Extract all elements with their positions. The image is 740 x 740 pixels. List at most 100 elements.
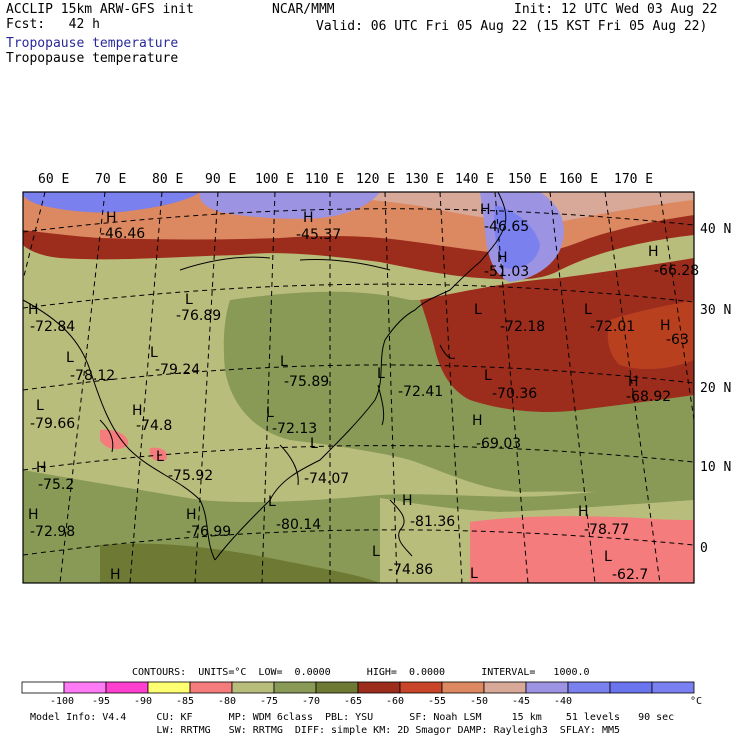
extremum-value: -78.77 (584, 522, 629, 538)
color-bar (21, 681, 695, 694)
longitude-label: 90 E (205, 172, 237, 187)
valid-time: Valid: 06 UTC Fri 05 Aug 22 (15 KST Fri … (316, 19, 708, 34)
low-marker: L (484, 368, 492, 384)
low-marker: L (310, 436, 318, 452)
extremum-value: -72.98 (30, 524, 75, 540)
color-bar-swatch (21, 681, 65, 694)
forecast-hour: Fcst: 42 h (6, 17, 100, 32)
extremum-value: -72.18 (500, 319, 545, 335)
model-title: ACCLIP 15km ARW-GFS init (6, 2, 194, 17)
extremum-value: -75.92 (168, 468, 213, 484)
color-bar-swatch (567, 681, 611, 694)
latitude-label: 0 (700, 541, 708, 556)
longitude-label: 70 E (95, 172, 127, 187)
high-marker: H (497, 250, 508, 266)
init-time: Init: 12 UTC Wed 03 Aug 22 (514, 2, 718, 17)
high-marker: H (303, 210, 314, 226)
color-bar-swatch (525, 681, 569, 694)
extremum-value: -79.24 (155, 362, 200, 378)
high-marker: H (402, 493, 413, 509)
high-marker: H (578, 504, 589, 520)
color-bar-swatch (399, 681, 443, 694)
color-bar-swatch (609, 681, 653, 694)
longitude-label: 130 E (405, 172, 445, 187)
color-bar-swatch (189, 681, 233, 694)
color-bar-swatch (273, 681, 317, 694)
latitude-label: 40 N (700, 222, 732, 237)
extremum-value: -72.41 (398, 384, 443, 400)
lat-lon-grid (23, 192, 694, 583)
map-frame (22, 191, 695, 584)
high-marker: H (472, 413, 483, 429)
high-marker: H (132, 403, 143, 419)
longitude-label: 120 E (356, 172, 396, 187)
longitude-label: 140 E (455, 172, 495, 187)
extremum-value: -81.36 (410, 514, 455, 530)
color-bar-swatch (315, 681, 359, 694)
high-marker: H (36, 460, 47, 476)
color-bar-swatch (147, 681, 191, 694)
low-marker: L (470, 566, 478, 582)
color-bar-tick: -75 (260, 696, 279, 707)
longitude-label: 110 E (305, 172, 345, 187)
extremum-value: -51.03 (484, 264, 529, 280)
longitude-label: 80 E (152, 172, 184, 187)
extremum-value: -69.03 (476, 436, 521, 452)
extremum-value: -75.2 (38, 477, 74, 493)
extremum-value: -72.13 (272, 421, 317, 437)
longitude-label: 150 E (508, 172, 548, 187)
center-name: NCAR/MMM (272, 2, 335, 17)
color-bar-tick: -45 (512, 696, 531, 707)
low-marker: L (66, 350, 74, 366)
color-bar-unit: °C (690, 696, 703, 707)
color-bar-tick: -60 (386, 696, 405, 707)
low-marker: L (185, 292, 193, 308)
low-marker: L (156, 449, 164, 465)
color-bar-tick: -40 (554, 696, 573, 707)
color-bar-swatch (231, 681, 275, 694)
color-bar-tick: -80 (218, 696, 237, 707)
high-marker: H (28, 507, 39, 523)
color-bar-swatch (483, 681, 527, 694)
high-marker: H (660, 318, 671, 334)
field-title-shaded: Tropopause temperature (6, 36, 179, 51)
model-info-line2: LW: RRTMG SW: RRTMG DIFF: simple KM: 2D … (30, 725, 621, 736)
extremum-value: -45.37 (296, 227, 341, 243)
extremum-value: -70.36 (492, 386, 537, 402)
low-marker: L (377, 366, 385, 382)
color-bar-tick: -65 (344, 696, 363, 707)
high-marker: H (648, 244, 659, 260)
extremum-value: -68.92 (626, 389, 671, 405)
color-bar-tick: -90 (134, 696, 153, 707)
extremum-value: -72.01 (590, 319, 635, 335)
color-bar-swatch (651, 681, 695, 694)
extremum-value: -72.84 (30, 319, 75, 335)
extremum-value: -46.65 (484, 219, 529, 235)
color-bar-tick: -100 (50, 696, 75, 707)
low-marker: L (36, 398, 44, 414)
high-marker: H (186, 507, 197, 523)
color-bar-tick: -55 (428, 696, 447, 707)
low-marker: L (280, 354, 288, 370)
low-marker: L (584, 302, 592, 318)
color-bar-tick: -70 (302, 696, 321, 707)
extremum-value: -76.99 (186, 524, 231, 540)
high-marker: H (106, 210, 117, 226)
latitude-label: 10 N (700, 460, 732, 475)
coastlines (23, 192, 507, 561)
longitude-label: 170 E (614, 172, 654, 187)
color-bar-tick: -95 (92, 696, 111, 707)
color-bar-swatch (105, 681, 149, 694)
shaded-field (23, 192, 694, 583)
low-marker: L (268, 494, 276, 510)
low-marker: L (372, 544, 380, 560)
color-bar-tick: -85 (176, 696, 195, 707)
low-marker: L (604, 549, 612, 565)
color-bar-tick: -50 (470, 696, 489, 707)
model-info-line1: Model Info: V4.4 CU: KF MP: WDM 6class P… (30, 712, 675, 723)
high-marker: H (480, 202, 491, 218)
extremum-value: -74.86 (388, 562, 433, 578)
extremum-value: -79.66 (30, 416, 75, 432)
extremum-value: -78.12 (70, 368, 115, 384)
